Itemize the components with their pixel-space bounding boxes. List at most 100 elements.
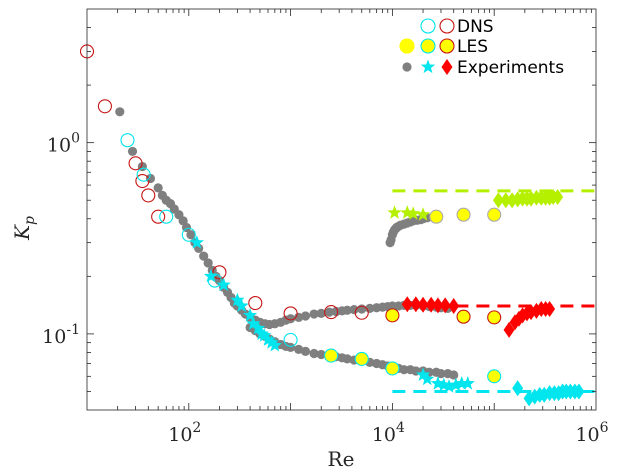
data-point-circle-filled <box>487 207 502 222</box>
data-point-circle-filled <box>456 309 471 324</box>
data-point-circle-open <box>181 227 196 242</box>
data-point-star <box>203 268 219 283</box>
data-point-circle-open <box>283 306 298 321</box>
data-point-dot <box>436 369 446 379</box>
data-point-dot <box>203 258 213 268</box>
data-points <box>79 44 585 407</box>
data-point-dot <box>186 230 196 240</box>
data-point-dot <box>300 346 311 357</box>
data-point-star <box>441 379 457 393</box>
axis-ticks: 102 104 106 10-1 100 <box>42 9 609 446</box>
data-point-dot <box>399 365 409 375</box>
data-point-dot <box>127 146 138 157</box>
data-point-star <box>257 328 272 342</box>
data-point-diamond <box>544 300 556 317</box>
data-point-circle-open <box>135 173 150 189</box>
data-point-star <box>230 292 245 307</box>
legend-marker <box>439 18 455 34</box>
data-point-circle-open <box>324 305 339 320</box>
data-point-dot <box>145 173 156 184</box>
data-point-dot <box>199 251 209 261</box>
legend-marker <box>420 38 436 54</box>
data-point-star <box>415 207 431 221</box>
data-point-diamond <box>448 297 460 314</box>
legend-label: Experiments <box>457 58 564 78</box>
data-point-diamond <box>503 321 515 338</box>
data-point-dot <box>324 307 334 317</box>
data-point-diamond <box>417 296 429 313</box>
data-point-star <box>267 337 282 352</box>
data-point-star <box>460 376 475 390</box>
data-point-star <box>246 316 261 330</box>
data-point-dot <box>316 308 326 318</box>
data-point-diamond <box>410 296 422 313</box>
data-point-star <box>216 277 231 292</box>
data-point-star <box>251 320 266 335</box>
data-point-circle-open <box>354 305 369 320</box>
data-point-circle-open <box>128 156 143 171</box>
plot-frame <box>86 8 597 411</box>
data-point-circle-filled <box>487 369 502 384</box>
data-point-diamond <box>492 192 504 209</box>
data-point-circle-open <box>212 265 227 280</box>
data-point-circle-filled <box>324 348 339 363</box>
x-tick-label: 102 <box>168 420 201 446</box>
data-point-circle-open <box>283 332 298 347</box>
legend-label: DNS <box>457 17 494 37</box>
data-point-dot <box>449 370 459 380</box>
data-point-circle-open <box>159 209 174 224</box>
data-point-circle-open <box>248 295 263 311</box>
y-axis-label: Kp <box>10 216 38 241</box>
data-point-diamond <box>552 188 564 205</box>
legend-marker <box>439 38 455 54</box>
data-point-dot <box>309 348 319 359</box>
data-point-dot <box>342 305 352 315</box>
data-point-diamond <box>573 383 585 400</box>
data-point-dot <box>342 354 352 364</box>
data-point-diamond <box>425 296 437 313</box>
data-point-diamond <box>401 296 413 313</box>
data-point-star <box>420 371 435 386</box>
data-point-circle-open <box>120 133 135 148</box>
data-point-circle-filled <box>354 351 369 366</box>
data-point-diamond <box>439 297 451 314</box>
data-point-star <box>406 206 421 220</box>
legend-marker <box>399 38 415 54</box>
data-point-star <box>415 367 431 382</box>
x-tick-label: 106 <box>575 420 608 446</box>
data-point-dot <box>349 304 359 315</box>
data-point-star <box>264 335 279 349</box>
data-point-circle-open <box>136 167 151 182</box>
data-point-circle-filled <box>487 310 502 325</box>
legend-marker <box>420 18 436 34</box>
data-point-dot <box>153 183 163 193</box>
data-point-circle-filled <box>385 361 400 376</box>
data-point-diamond <box>512 380 524 397</box>
legend-label: LES <box>457 37 488 57</box>
y-tick-label: 100 <box>47 131 80 157</box>
data-point-star <box>448 377 463 392</box>
legend-marker <box>402 62 412 72</box>
data-point-diamond <box>500 192 512 209</box>
x-tick-label: 104 <box>372 420 405 446</box>
data-point-star <box>260 332 276 346</box>
data-point-star <box>234 298 249 313</box>
data-point-circle-filled <box>429 209 444 224</box>
data-point-star <box>242 307 258 322</box>
data-point-circle-open <box>151 209 166 224</box>
data-point-circle-filled <box>456 207 471 222</box>
data-point-dot <box>286 314 296 324</box>
legend-marker <box>420 59 436 74</box>
legend-marker <box>441 59 453 75</box>
data-point-star <box>454 376 469 390</box>
svg-text:Kp: Kp <box>10 216 38 241</box>
data-point-star <box>189 235 204 249</box>
data-point-dot <box>316 349 326 360</box>
data-point-diamond <box>432 297 444 314</box>
data-point-circle-filled <box>385 308 400 323</box>
data-point-circle-open <box>97 99 112 114</box>
y-tick-label: 10-1 <box>42 322 80 348</box>
